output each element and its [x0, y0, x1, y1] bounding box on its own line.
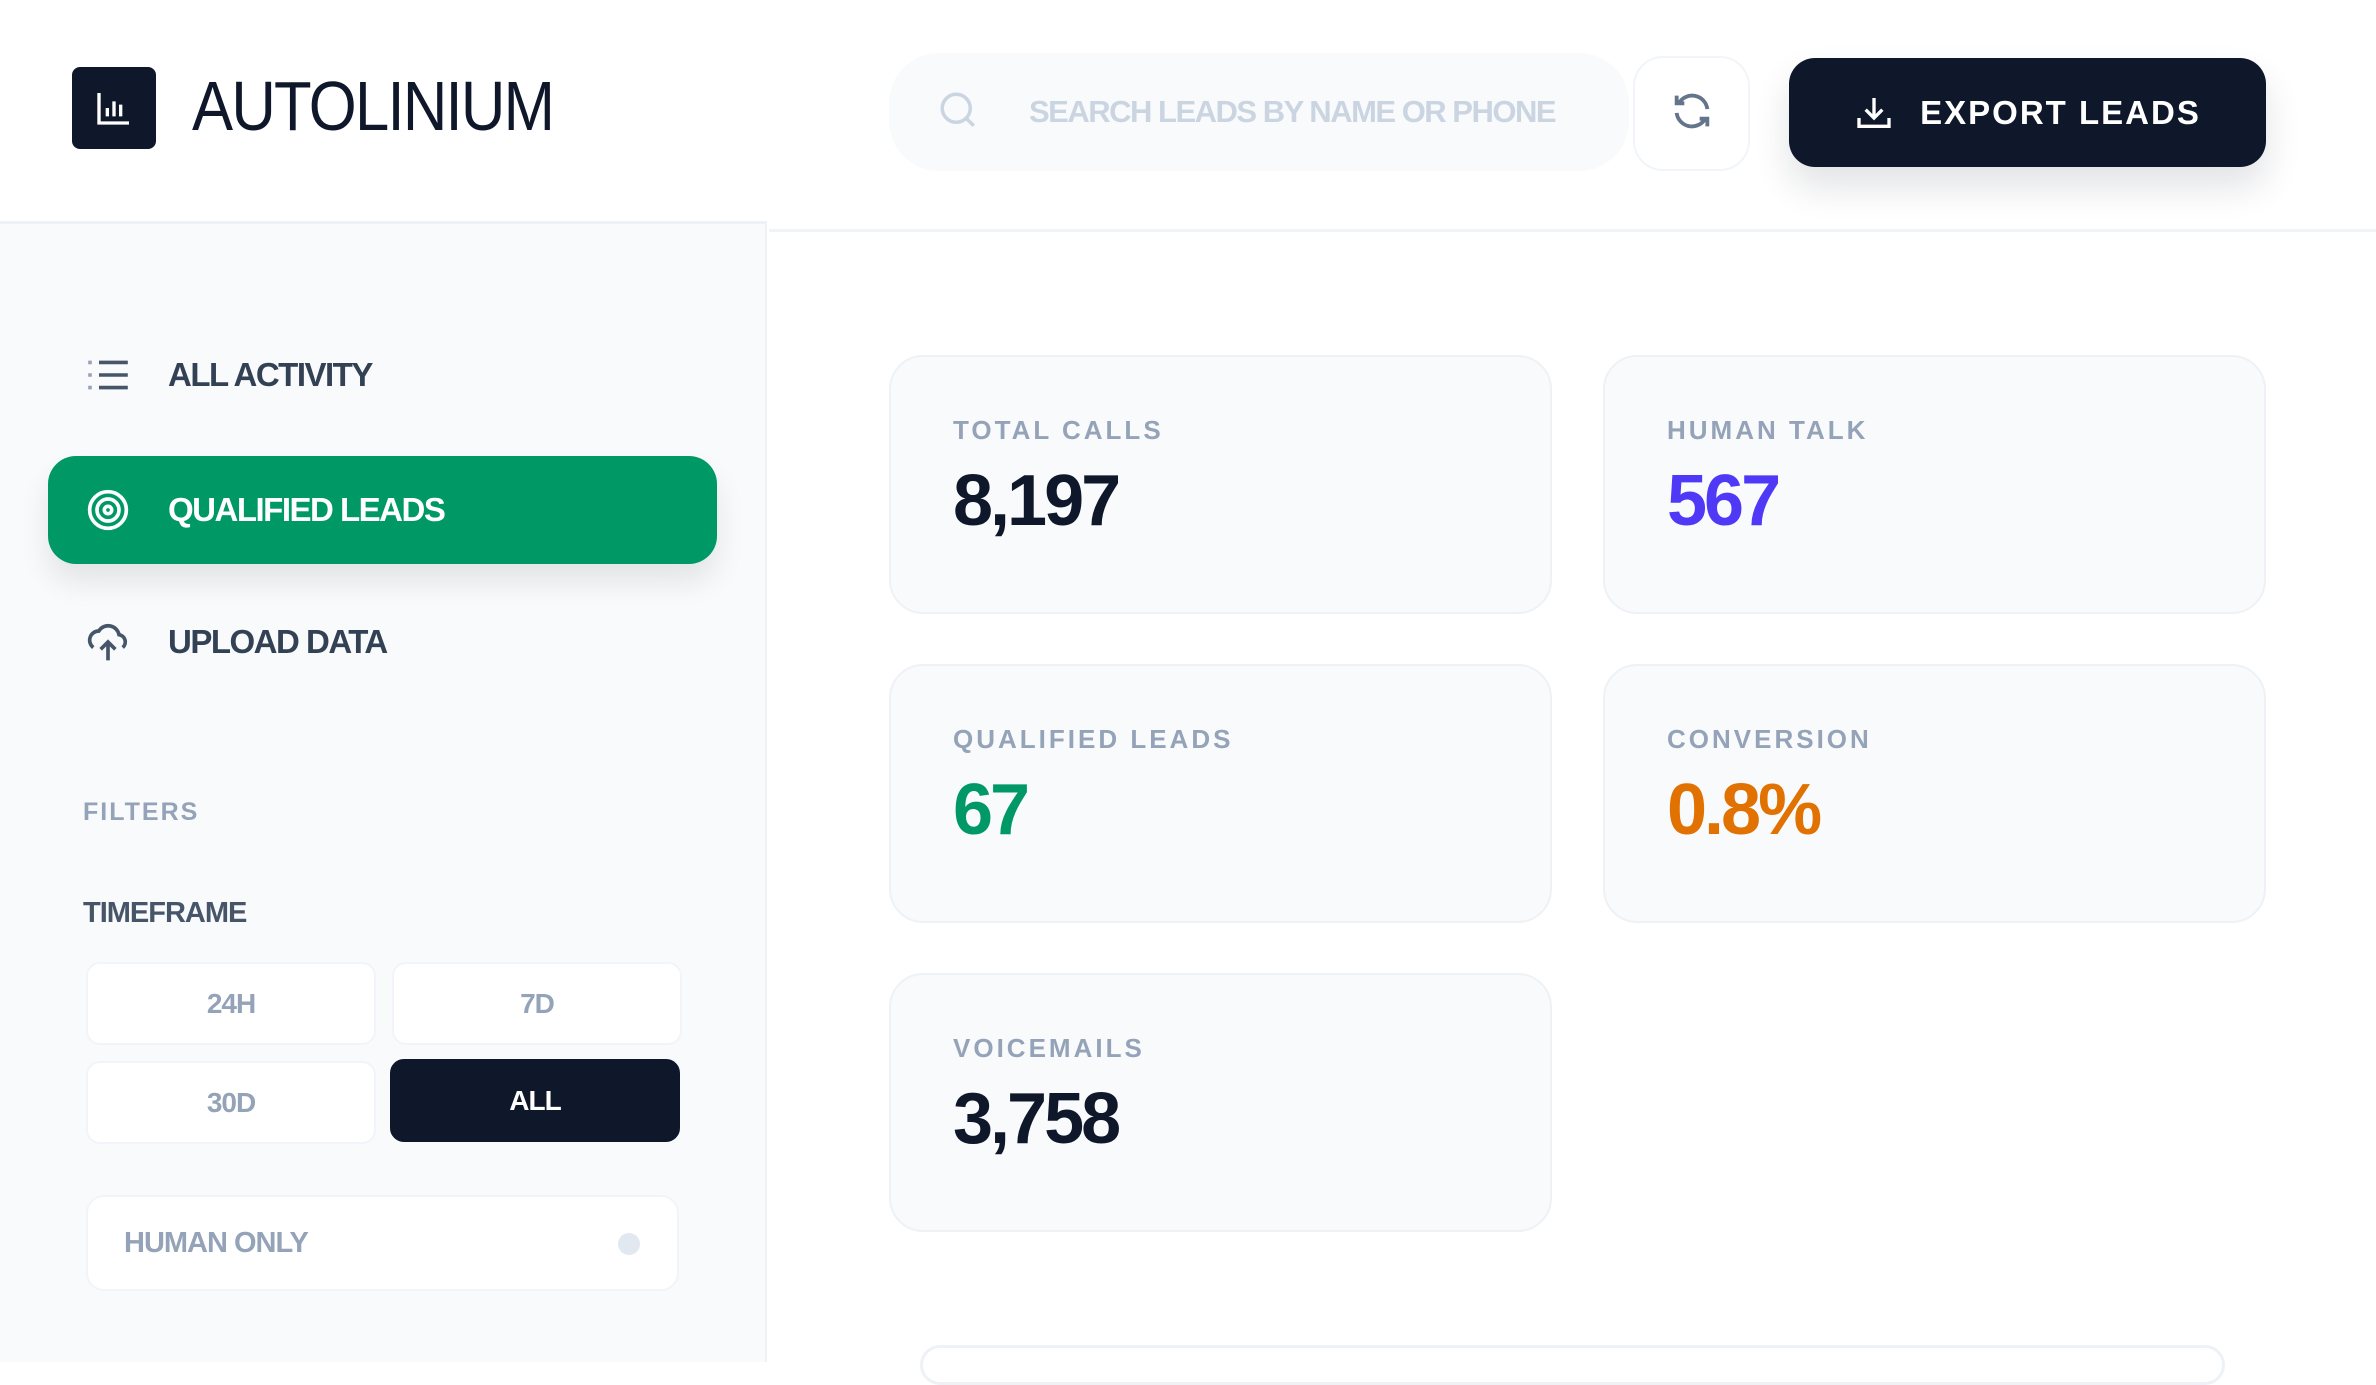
- timeframe-7d-button[interactable]: 7D: [392, 962, 682, 1045]
- nav-label: UPLOAD DATA: [168, 623, 388, 660]
- search-input[interactable]: [1029, 94, 1589, 130]
- timeframe-all-button[interactable]: ALL: [390, 1059, 680, 1142]
- stat-value: 3,758: [953, 1079, 1121, 1159]
- nav-all-activity[interactable]: ALL ACTIVITY: [48, 321, 717, 429]
- search-icon: [937, 89, 979, 136]
- timeframe-24h-button[interactable]: 24H: [86, 962, 376, 1045]
- target-icon: [86, 488, 130, 532]
- export-label: EXPORT LEADS: [1920, 93, 2201, 131]
- stat-value: 567: [1667, 461, 1781, 541]
- download-icon: [1854, 93, 1894, 133]
- stat-card-conversion: CONVERSION 0.8%: [1603, 664, 2266, 923]
- human-only-label: HUMAN ONLY: [124, 1227, 309, 1259]
- app-title: AUTOLINIUM: [192, 67, 555, 145]
- nav-label: QUALIFIED LEADS: [168, 491, 446, 528]
- sidebar: AUTOLINIUM ALL ACTIVITY QUALIFIED LEADS …: [0, 0, 767, 1362]
- nav-label: ALL ACTIVITY: [168, 356, 373, 393]
- search-bar[interactable]: [889, 53, 1629, 171]
- stat-label: CONVERSION: [1667, 724, 1872, 754]
- human-only-toggle[interactable]: HUMAN ONLY: [86, 1195, 679, 1291]
- stat-label: VOICEMAILS: [953, 1033, 1145, 1063]
- nav-qualified-leads[interactable]: QUALIFIED LEADS: [48, 456, 717, 564]
- logo-area: AUTOLINIUM: [0, 0, 767, 224]
- stat-card-human-talk: HUMAN TALK 567: [1603, 355, 2266, 614]
- list-icon: [86, 353, 130, 397]
- refresh-icon: [1669, 88, 1715, 139]
- stat-label: HUMAN TALK: [1667, 415, 1869, 445]
- refresh-button[interactable]: [1633, 56, 1750, 171]
- stat-value: 67: [953, 770, 1030, 850]
- stat-card-voicemails: VOICEMAILS 3,758: [889, 973, 1552, 1232]
- nav-upload-data[interactable]: UPLOAD DATA: [48, 588, 717, 696]
- timeframe-30d-button[interactable]: 30D: [86, 1061, 376, 1144]
- top-bar: [769, 0, 2376, 232]
- stat-value: 0.8%: [1667, 770, 1822, 850]
- export-leads-button[interactable]: EXPORT LEADS: [1789, 58, 2266, 167]
- stat-card-qualified-leads: QUALIFIED LEADS 67: [889, 664, 1552, 923]
- stat-label: QUALIFIED LEADS: [953, 724, 1234, 754]
- filters-heading: FILTERS: [83, 798, 200, 826]
- toggle-dot-icon: [618, 1233, 640, 1255]
- timeframe-label: TIMEFRAME: [83, 897, 247, 929]
- cloud-upload-icon: [86, 620, 130, 664]
- stat-value: 8,197: [953, 461, 1121, 541]
- bar-chart-logo-icon: [72, 67, 156, 149]
- stat-label: TOTAL CALLS: [953, 415, 1164, 445]
- leads-panel: [920, 1345, 2225, 1385]
- stat-card-total-calls: TOTAL CALLS 8,197: [889, 355, 1552, 614]
